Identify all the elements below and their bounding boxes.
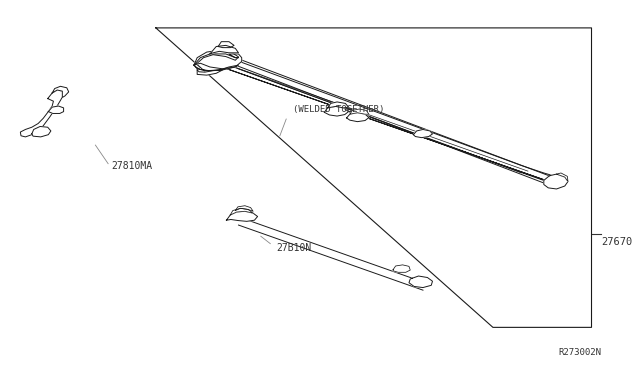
- Text: R273002N: R273002N: [558, 348, 601, 357]
- Polygon shape: [324, 106, 349, 116]
- Polygon shape: [347, 113, 369, 122]
- Polygon shape: [557, 173, 568, 182]
- Polygon shape: [413, 129, 433, 138]
- Polygon shape: [393, 265, 410, 272]
- Polygon shape: [49, 106, 63, 113]
- Polygon shape: [210, 45, 239, 54]
- Text: 27670: 27670: [601, 237, 632, 247]
- Polygon shape: [236, 206, 253, 211]
- Polygon shape: [350, 109, 369, 114]
- Polygon shape: [328, 102, 349, 108]
- Polygon shape: [544, 174, 568, 189]
- Polygon shape: [194, 50, 239, 65]
- Polygon shape: [200, 54, 563, 184]
- Polygon shape: [218, 42, 234, 48]
- Polygon shape: [20, 90, 63, 137]
- Polygon shape: [194, 65, 239, 71]
- Polygon shape: [230, 208, 253, 215]
- Polygon shape: [52, 86, 68, 97]
- Text: 27B10N: 27B10N: [276, 243, 312, 253]
- Polygon shape: [32, 126, 51, 137]
- Polygon shape: [409, 276, 433, 288]
- Text: 27810MA: 27810MA: [111, 161, 152, 171]
- Text: (WELDED TOGETHER): (WELDED TOGETHER): [292, 105, 384, 113]
- Polygon shape: [194, 54, 242, 69]
- Polygon shape: [227, 211, 257, 221]
- Polygon shape: [197, 70, 223, 75]
